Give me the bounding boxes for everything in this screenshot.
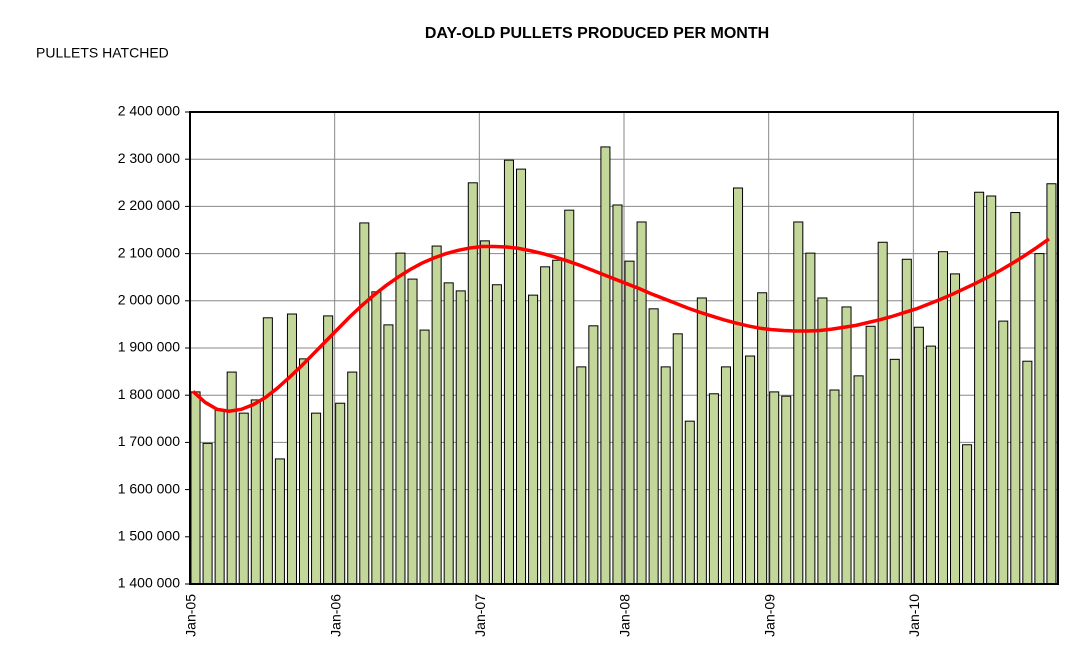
x-tick-label: Jan-08 — [617, 594, 633, 637]
bar — [877, 241, 888, 585]
y-tick-label: 2 200 000 — [118, 197, 180, 213]
bar — [660, 366, 671, 585]
bar — [407, 278, 418, 585]
bar — [214, 409, 225, 585]
bar — [226, 371, 237, 585]
bar — [696, 297, 707, 585]
bar — [262, 317, 273, 585]
bar — [974, 191, 985, 585]
bar — [395, 252, 406, 585]
trend-line — [191, 237, 1050, 414]
bar — [455, 290, 466, 585]
bar — [829, 389, 840, 585]
bar — [853, 375, 864, 585]
bar — [986, 195, 997, 585]
bar — [757, 292, 768, 585]
bar — [516, 168, 527, 585]
bar — [323, 315, 334, 585]
bar — [962, 444, 973, 585]
x-tick-label: Jan-05 — [183, 594, 199, 637]
bar — [479, 240, 490, 585]
y-tick-label: 2 400 000 — [118, 103, 180, 119]
bar — [238, 412, 249, 585]
bar — [576, 366, 587, 585]
x-tick-label: Jan-10 — [906, 594, 922, 637]
bar — [491, 284, 502, 585]
bar — [998, 320, 1009, 585]
y-tick-label: 2 300 000 — [118, 150, 180, 166]
bar — [684, 420, 695, 585]
bar — [950, 273, 961, 585]
bar — [600, 146, 611, 585]
plot-frame — [189, 111, 1059, 585]
y-tick-label: 1 500 000 — [118, 528, 180, 544]
bar — [431, 245, 442, 585]
x-tick-label: Jan-09 — [761, 594, 777, 637]
bar — [299, 358, 310, 585]
bar — [841, 306, 852, 585]
bar — [202, 442, 213, 585]
bar — [745, 355, 756, 585]
y-tick-label: 2 000 000 — [118, 292, 180, 308]
bar — [769, 391, 780, 585]
bar — [648, 308, 659, 585]
bar — [624, 260, 635, 585]
bar — [311, 412, 322, 585]
bar — [901, 258, 912, 585]
bar — [817, 297, 828, 585]
y-tick-label: 1 800 000 — [118, 386, 180, 402]
y-tick-label: 2 100 000 — [118, 244, 180, 260]
bar — [805, 252, 816, 585]
y-tick-label: 1 600 000 — [118, 480, 180, 496]
bar — [1034, 253, 1045, 585]
bar — [793, 221, 804, 585]
bar — [443, 282, 454, 585]
bar — [528, 294, 539, 585]
bar — [865, 325, 876, 585]
bar — [720, 366, 731, 585]
bar — [419, 329, 430, 585]
bar — [274, 458, 285, 585]
bar — [383, 324, 394, 585]
bar — [913, 326, 924, 585]
bar — [588, 325, 599, 585]
bar — [937, 251, 948, 585]
bar — [359, 222, 370, 585]
bar — [540, 266, 551, 585]
bar — [925, 345, 936, 585]
x-tick-label: Jan-06 — [327, 594, 343, 637]
bar — [889, 358, 900, 585]
bar — [636, 221, 647, 585]
y-tick-label: 1 900 000 — [118, 339, 180, 355]
bar — [250, 399, 261, 585]
bar — [612, 204, 623, 585]
bar — [335, 402, 346, 585]
x-tick-label: Jan-07 — [472, 594, 488, 637]
bar — [564, 209, 575, 585]
bar — [347, 371, 358, 585]
bar — [503, 159, 514, 585]
bar — [1010, 212, 1021, 585]
y-axis-title: PULLETS HATCHED — [36, 45, 169, 61]
bar — [1046, 183, 1057, 585]
bar — [190, 391, 201, 585]
bar — [467, 182, 478, 585]
bar — [286, 313, 297, 585]
bar — [552, 259, 563, 585]
bar — [781, 395, 792, 585]
bar — [708, 393, 719, 585]
bar — [1022, 360, 1033, 585]
y-tick-label: 1 400 000 — [118, 575, 180, 591]
y-tick-label: 1 700 000 — [118, 433, 180, 449]
chart-title: DAY-OLD PULLETS PRODUCED PER MONTH — [425, 25, 769, 42]
bar — [371, 291, 382, 585]
bar — [672, 333, 683, 585]
bar — [733, 187, 744, 585]
